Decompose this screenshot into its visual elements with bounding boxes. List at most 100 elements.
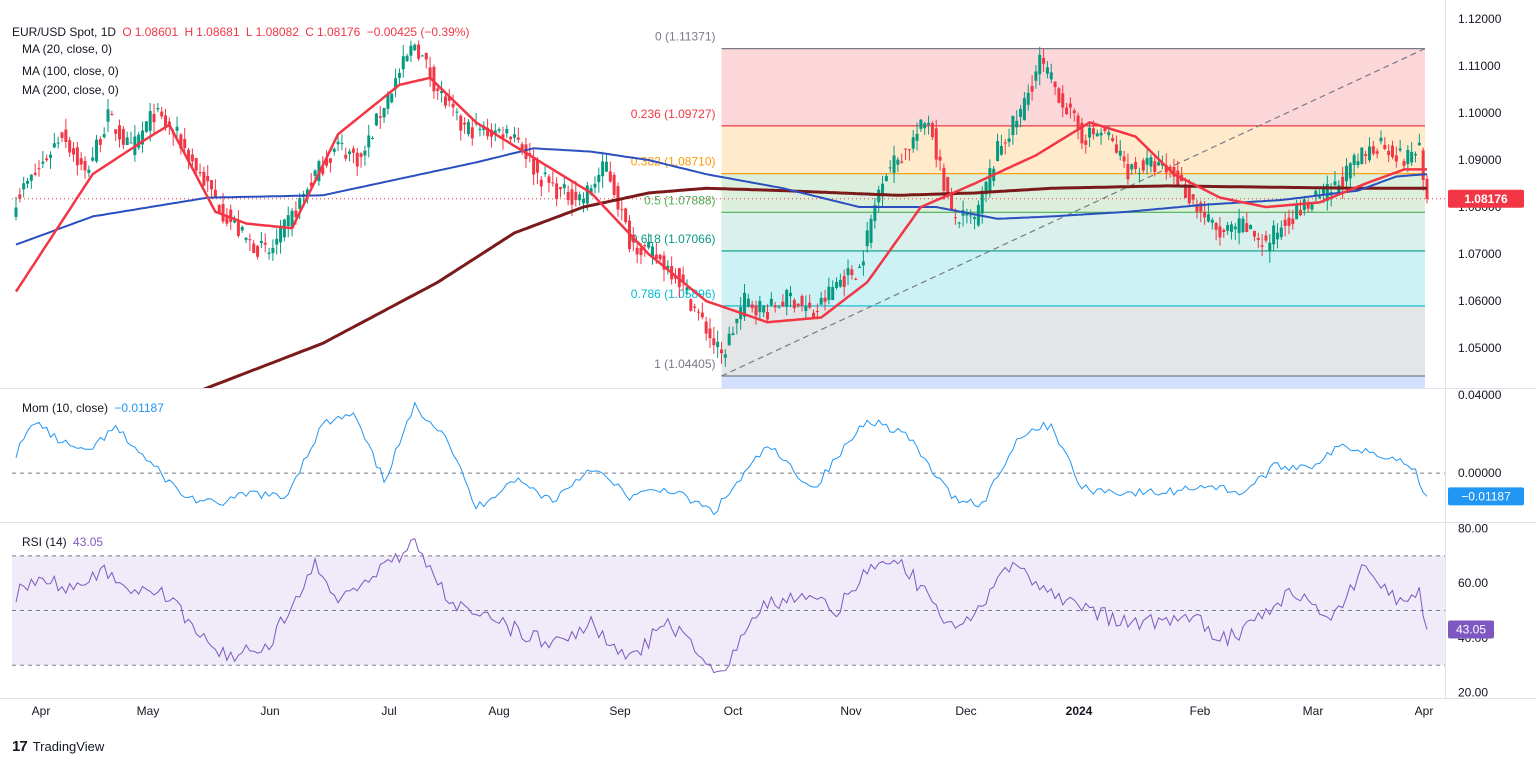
candle-body [1099,132,1103,136]
candle-body [681,274,685,283]
candle-body [743,292,747,317]
rsi-label: RSI (14) [22,535,67,549]
candle-body [823,297,827,302]
candle-body [888,167,892,169]
rsi-value: 43.05 [73,535,104,549]
candle-body [815,311,819,313]
candle-body [555,183,559,200]
candle-body [424,53,428,60]
candle-body [1114,144,1118,153]
candle-body [351,148,355,153]
time-tick-label: Feb [1190,704,1211,718]
candle-body [539,179,543,187]
candle-body [463,122,467,125]
candle-body [858,266,862,269]
candle-body [869,218,873,243]
candle-body [405,55,409,62]
candle-body [459,115,463,131]
candle-body [509,136,513,140]
candle-body [700,312,704,318]
time-tick-label: Apr [32,704,51,718]
candle-body [98,138,102,145]
candle-body [750,304,754,309]
candle-body [1145,158,1149,165]
candle-body [1229,224,1233,232]
candle-body [286,215,290,227]
candle-body [1333,181,1337,186]
candle-body [1256,238,1260,240]
candle-body [808,302,812,308]
candle-body [14,207,18,217]
candle-body [1279,227,1283,238]
candle-body [532,158,536,175]
last-price-label: 1.08176 [1464,192,1508,206]
candle-body [1061,93,1065,108]
candle-body [505,129,509,134]
candle-body [49,154,53,158]
candle-body [1011,116,1015,136]
momentum-value: −0.01187 [114,401,164,415]
candle-body [543,172,547,175]
candle-body [64,129,68,142]
candle-body [110,114,114,116]
candle-body [842,276,846,287]
momentum-label: Mom (10, close) [22,401,109,415]
candle-body [125,137,129,146]
candle-body [712,338,716,346]
candle-body [946,177,950,197]
time-tick-label: Sep [609,704,631,718]
candle-body [608,171,612,182]
candle-body [819,298,823,305]
ma100-line [15,147,1428,246]
ma200-legend[interactable]: MA (200, close, 0) [22,83,119,97]
candle-body [923,123,927,129]
change-value: −0.00425 (−0.39%) [366,25,470,39]
candle-body [466,121,470,135]
candle-body [436,88,440,91]
candle-body [1103,127,1107,132]
candle-body [551,182,555,184]
candle-body [1348,163,1352,179]
candle-body [1321,186,1325,194]
candle-body [382,108,386,118]
candle-body [716,341,720,348]
price-tick-label: 1.05000 [1458,341,1502,355]
candle-body [1080,122,1084,144]
footer-branding[interactable]: 17 TradingView [12,738,104,755]
candle-body [1364,154,1368,156]
momentum-tick-label: 0.00000 [1458,466,1502,480]
candle-body [934,128,938,160]
candle-body [873,204,877,221]
candle-body [1268,242,1272,252]
rsi-legend[interactable]: RSI (14) 43.05 [22,534,106,550]
candle-body [915,133,919,141]
candle-body [1049,72,1053,80]
momentum-line [15,401,1428,516]
candle-body [969,215,973,217]
candle-body [1022,98,1026,121]
candle-body [877,189,881,203]
candle-body [639,247,643,256]
candle-body [1068,103,1072,108]
candle-body [440,90,444,94]
ma20-line [14,76,1427,324]
candle-body [942,167,946,191]
candle-body [1413,153,1417,156]
candle-body [221,204,225,222]
candle-body [409,45,413,56]
ma20-legend[interactable]: MA (20, close, 0) [22,42,113,56]
candle-body [455,111,459,113]
candle-body [1126,164,1130,180]
ma100-legend[interactable]: MA (100, close, 0) [22,64,119,78]
price-tick-label: 1.09000 [1458,153,1502,167]
candle-body [1149,157,1153,167]
candle-body [850,269,854,276]
momentum-legend[interactable]: Mom (10, close) −0.01187 [22,400,167,416]
candle-body [1203,211,1207,218]
candle-body [1417,142,1421,146]
candle-body [1015,120,1019,128]
candle-body [106,109,110,122]
rsi-tick-label: 80.00 [1458,521,1488,535]
